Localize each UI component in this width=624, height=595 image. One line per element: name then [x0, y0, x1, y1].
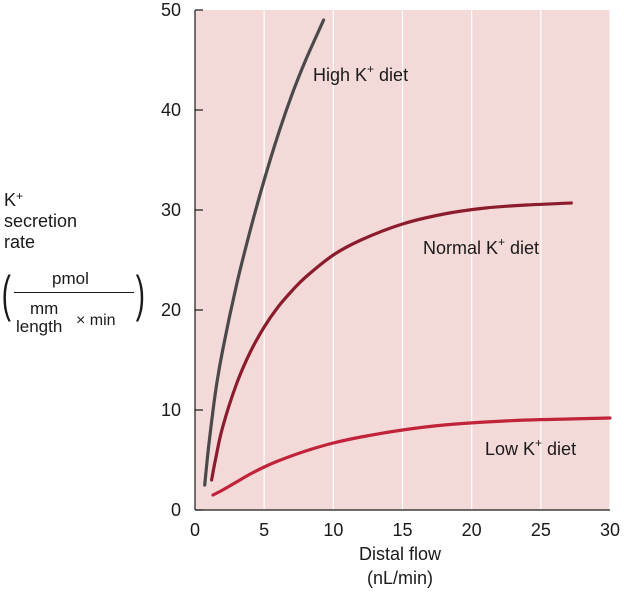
unit-denominator-mm: mm — [30, 299, 59, 318]
grid-lines — [263, 10, 611, 510]
x-tick-label-0: 0 — [190, 520, 200, 540]
axes — [194, 9, 610, 511]
series-line-1 — [210, 201, 573, 482]
y-axis-label: K+ secretion rate ( pmol mm length × min… — [2, 186, 145, 336]
series-line-0 — [203, 18, 326, 487]
y-label-k-sup: + — [16, 189, 24, 203]
y-tick-label-40: 40 — [161, 100, 181, 120]
right-paren: ) — [135, 266, 145, 322]
y-label-k: K — [4, 190, 17, 210]
fraction-bar — [14, 292, 134, 293]
y-label-unit-fraction: ( pmol mm length × min ) — [2, 266, 152, 336]
series-layer — [203, 18, 612, 497]
unit-denominator-min: × min — [76, 312, 116, 329]
x-tick-label-20: 20 — [462, 520, 482, 540]
label-high-k-diet: High K+ diet — [313, 62, 408, 85]
y-tick-label-0: 0 — [171, 500, 181, 520]
x-label-text: Distal flow — [358, 544, 442, 564]
x-tick-label-30: 30 — [600, 520, 620, 540]
y-label-secretion: secretion — [4, 211, 78, 231]
left-paren: ( — [1, 266, 11, 322]
y-tick-label-50: 50 — [161, 0, 181, 20]
x-tick-label-10: 10 — [323, 520, 343, 540]
x-tick-label-15: 15 — [392, 520, 412, 540]
y-tick-label-10: 10 — [161, 400, 181, 420]
x-axis-label: Distal flow (nL/min) — [340, 542, 460, 590]
y-tick-label-30: 30 — [161, 200, 181, 220]
series-line-2 — [211, 416, 612, 497]
unit-numerator: pmol — [52, 269, 89, 288]
unit-denominator-length: length — [16, 317, 63, 336]
label-low-k-diet: Low K+ diet — [485, 436, 576, 459]
y-label-rate: rate — [4, 232, 36, 252]
label-normal-k-diet: Normal K+ diet — [423, 235, 539, 258]
x-label-unit: (nL/min) — [366, 568, 433, 588]
y-tick-label-20: 20 — [161, 300, 181, 320]
x-tick-label-25: 25 — [531, 520, 551, 540]
tick-labels: 0 10 20 30 40 50 0 5 10 15 20 25 30 — [161, 0, 620, 540]
x-tick-label-5: 5 — [259, 520, 269, 540]
